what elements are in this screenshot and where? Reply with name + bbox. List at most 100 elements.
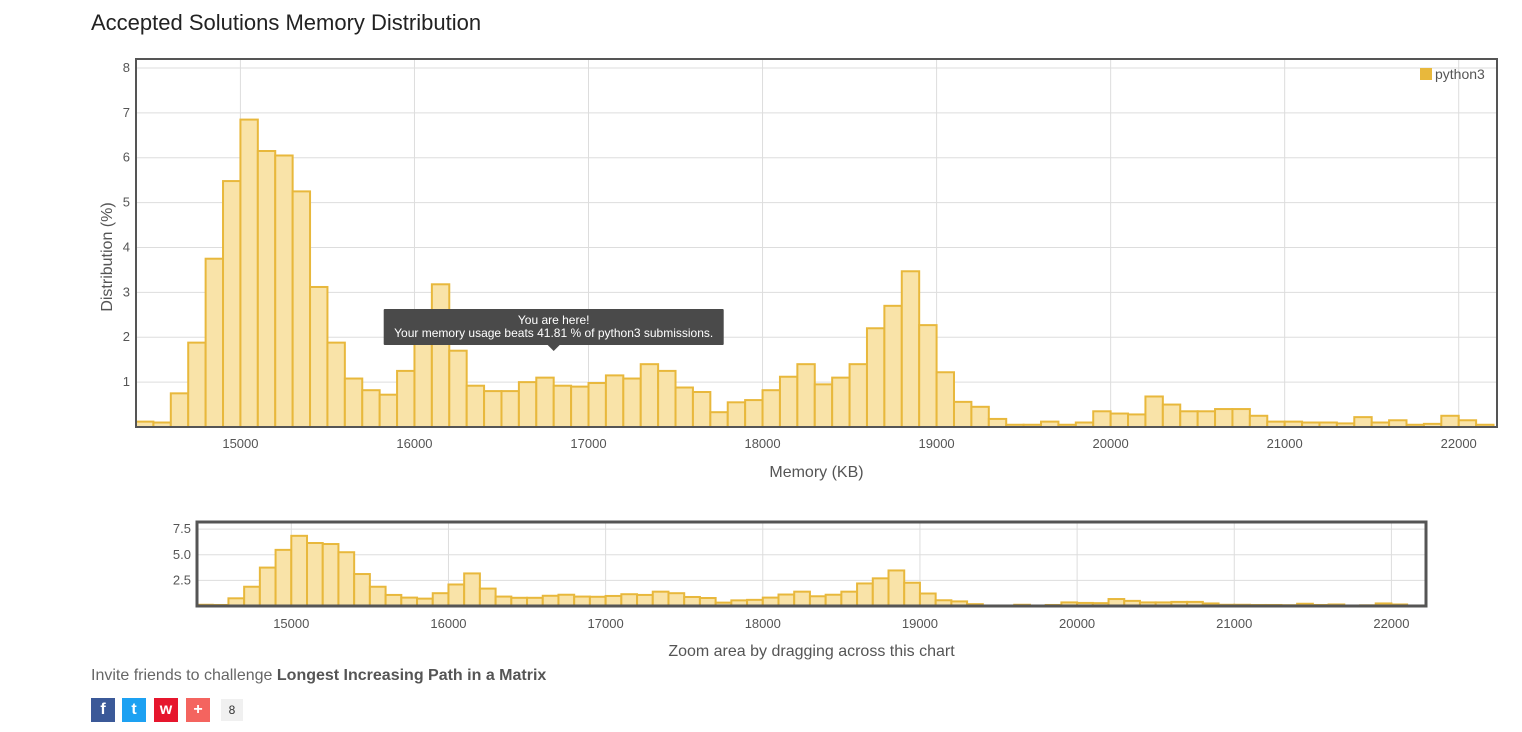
histogram-bar[interactable] <box>709 411 729 429</box>
invite-prefix: Invite friends to challenge <box>91 667 277 684</box>
nav-y-tick-label: 5.0 <box>173 547 191 562</box>
histogram-bar[interactable] <box>291 190 312 428</box>
histogram-bar[interactable] <box>187 341 207 429</box>
histogram-bar[interactable] <box>900 270 921 428</box>
histogram-bar[interactable] <box>622 377 642 428</box>
histogram-bar[interactable] <box>1161 403 1182 428</box>
histogram-bar[interactable] <box>691 390 712 428</box>
nav-histogram-bar <box>431 592 450 607</box>
nav-histogram-bar <box>777 593 796 608</box>
histogram-bar[interactable] <box>1127 413 1147 428</box>
histogram-bar[interactable] <box>500 390 520 429</box>
zoom-caption: Zoom area by dragging across this chart <box>668 643 955 660</box>
nav-y-tick-label: 7.5 <box>173 521 191 536</box>
y-tick-label: 3 <box>123 284 130 299</box>
memory-distribution-chart[interactable]: 1 2 3 4 5 6 7 8 15000 16000 17000 18000 19000 20000 21… <box>0 0 1522 490</box>
histogram-bar[interactable] <box>1231 408 1251 428</box>
more-share-button[interactable]: + <box>186 698 210 722</box>
histogram-bar[interactable] <box>1196 410 1217 429</box>
nav-x-tick-label: 22000 <box>1373 616 1409 631</box>
histogram-bar[interactable] <box>378 393 399 428</box>
nav-histogram-bar <box>636 593 654 607</box>
histogram-bar[interactable] <box>1144 395 1164 429</box>
twitter-share-button[interactable]: t <box>122 698 146 722</box>
legend[interactable]: python3 <box>1420 66 1485 82</box>
invite-text: Invite friends to challenge Longest Incr… <box>91 667 546 685</box>
histogram-bar[interactable] <box>674 386 694 429</box>
x-tick-label: 22000 <box>1441 436 1477 451</box>
histogram-bar[interactable] <box>1109 412 1130 429</box>
histogram-bar[interactable] <box>831 376 851 429</box>
histogram-bar[interactable] <box>204 257 225 428</box>
histogram-bar[interactable] <box>639 363 660 429</box>
histogram-bar[interactable] <box>256 150 277 428</box>
zoom-navigator-chart[interactable]: 2.5 5.0 7.5 15000 16000 17000 18000 19000 20000 2… <box>0 490 1522 670</box>
histogram-bar[interactable] <box>448 349 468 428</box>
histogram-bar[interactable] <box>517 381 538 428</box>
histogram-bar[interactable] <box>239 118 259 429</box>
histogram-bar[interactable] <box>465 384 486 428</box>
y-axis-title: Distribution (%) <box>99 202 116 311</box>
histogram-bar[interactable] <box>1179 410 1199 429</box>
histogram-bar[interactable] <box>413 331 433 429</box>
histogram-bar[interactable] <box>726 401 747 429</box>
histogram-bar[interactable] <box>952 400 973 428</box>
problem-name[interactable]: Longest Increasing Path in a Matrix <box>276 667 547 684</box>
histogram-bar[interactable] <box>274 154 294 429</box>
legend-swatch <box>1420 68 1432 80</box>
histogram-bar[interactable] <box>552 384 573 428</box>
histogram-bar[interactable] <box>222 180 242 428</box>
histogram-bar[interactable] <box>326 341 346 429</box>
x-tick-label: 16000 <box>396 436 432 451</box>
histogram-bar[interactable] <box>343 377 364 428</box>
histogram-bar[interactable] <box>309 285 329 429</box>
y-tick-label: 4 <box>123 239 130 254</box>
nav-histogram-bar <box>353 573 371 607</box>
histogram-bar[interactable] <box>430 283 451 428</box>
histogram-bar[interactable] <box>796 363 816 429</box>
histogram-bar[interactable] <box>778 375 799 428</box>
nav-histogram-bar <box>306 542 324 607</box>
histogram-bar[interactable] <box>361 389 381 429</box>
histogram-bar[interactable] <box>865 327 886 428</box>
histogram-bar[interactable] <box>483 390 503 429</box>
nav-histogram-bar <box>274 548 293 607</box>
histogram-bar[interactable] <box>1248 414 1269 428</box>
histogram-bar[interactable] <box>813 383 834 428</box>
nav-histogram-bar <box>604 594 623 607</box>
histogram-bar[interactable] <box>744 399 764 429</box>
nav-histogram-bar <box>447 583 466 608</box>
histogram-bar[interactable] <box>587 382 607 428</box>
histogram-bar[interactable] <box>535 376 555 429</box>
histogram-bar[interactable] <box>918 324 938 428</box>
nav-histogram-bar <box>856 582 874 608</box>
histogram-bar[interactable] <box>1092 410 1112 429</box>
histogram-bar[interactable] <box>970 405 990 428</box>
nav-x-tick-label: 15000 <box>273 616 309 631</box>
histogram-bar[interactable] <box>1388 419 1408 428</box>
histogram-bar[interactable] <box>657 369 677 428</box>
histogram-bar[interactable] <box>169 392 190 428</box>
y-tick-label: 7 <box>123 105 130 120</box>
y-tick-label: 1 <box>123 374 130 389</box>
histogram-bar[interactable] <box>570 385 590 428</box>
histogram-bar[interactable] <box>761 389 781 429</box>
tooltip-pointer <box>547 345 560 351</box>
share-count: 8 <box>221 699 243 721</box>
histogram-bar[interactable] <box>1440 414 1460 428</box>
nav-histogram-bar <box>321 543 340 607</box>
histogram-bar[interactable] <box>1457 419 1478 428</box>
histogram-bar[interactable] <box>883 304 903 428</box>
tooltip-line1: You are here! <box>518 313 590 327</box>
facebook-share-button[interactable]: f <box>91 698 115 722</box>
histogram-bar[interactable] <box>1214 408 1234 428</box>
histogram-bar[interactable] <box>848 363 868 429</box>
weibo-share-button[interactable]: w <box>154 698 178 722</box>
histogram-bar[interactable] <box>987 417 1008 428</box>
histogram-bar[interactable] <box>396 369 416 428</box>
histogram-bar[interactable] <box>604 374 625 429</box>
histogram-bar[interactable] <box>1353 416 1373 429</box>
nav-histogram-bar <box>384 593 403 607</box>
nav-x-tick-label: 19000 <box>902 616 938 631</box>
histogram-bar[interactable] <box>935 371 955 428</box>
